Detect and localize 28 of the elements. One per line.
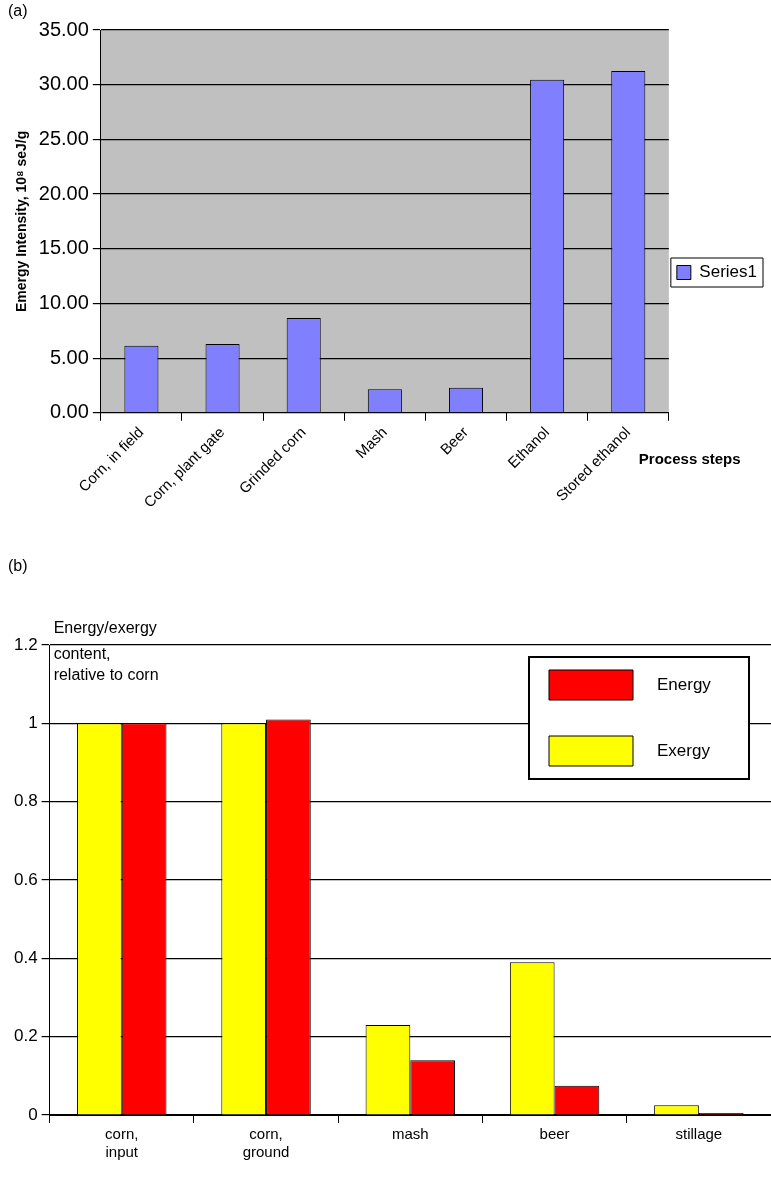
chart-title: (a): [8, 2, 28, 20]
y-tick-label: 0: [28, 1104, 38, 1124]
y-tick-label: 1: [28, 713, 38, 733]
legend-label: Exergy: [657, 740, 711, 760]
legend-label: Series1: [699, 262, 757, 282]
y-axis-title: Energy/exergy content, relative to corn: [53, 619, 159, 684]
y-tick-label: 10.00: [38, 290, 89, 313]
y-tick-label: 1.2: [13, 634, 38, 654]
y-tick-label: 0.6: [13, 869, 38, 889]
y-tick-label: 35.00: [38, 17, 89, 40]
y-tick-label: 15.00: [38, 236, 89, 259]
x-tick-label: stillage: [675, 1125, 723, 1143]
y-tick-label: 30.00: [38, 72, 89, 95]
y-tick-label: 0.8: [13, 791, 38, 811]
y-tick-label: 0.2: [13, 1026, 38, 1046]
y-tick-label: 20.00: [38, 181, 89, 204]
x-tick-label: mash: [391, 1125, 429, 1143]
x-axis-title: Process steps: [638, 450, 741, 468]
legend-label: Energy: [657, 674, 712, 694]
x-tick-label: beer: [539, 1125, 570, 1143]
y-tick-label: 5.00: [49, 345, 89, 368]
chart-title: (b): [8, 557, 28, 575]
y-tick-label: 0.4: [13, 948, 38, 968]
x-tick-label: corn, ground: [242, 1125, 290, 1161]
x-tick-label: corn, input: [105, 1125, 139, 1161]
y-tick-label: 25.00: [38, 126, 89, 149]
y-tick-label: 0.00: [49, 400, 89, 423]
y-axis-title: Emergy Intensity, 10⁸ seJ/g: [13, 130, 30, 313]
